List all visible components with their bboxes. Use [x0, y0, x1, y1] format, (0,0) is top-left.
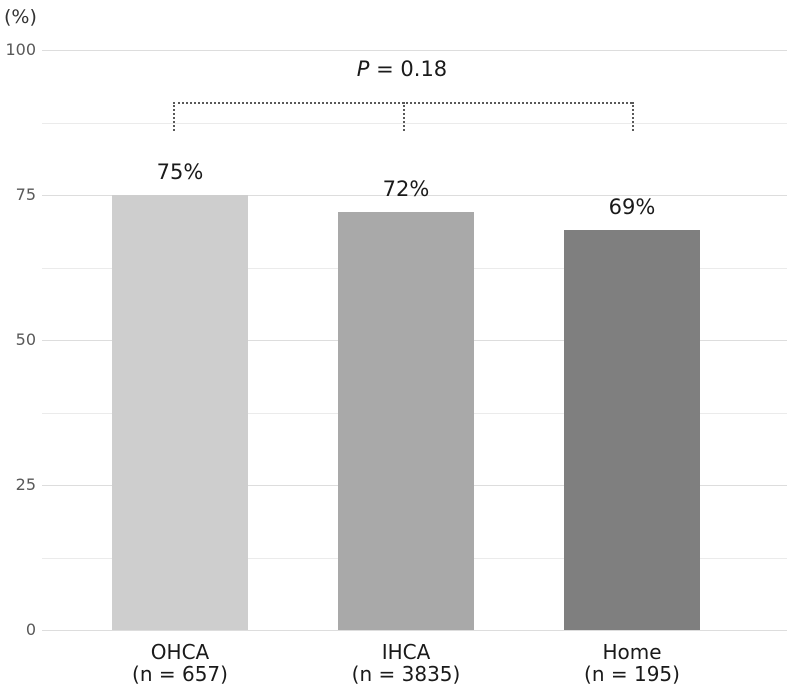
gridline-major — [42, 195, 787, 196]
bar-value-label: 72% — [382, 177, 430, 202]
p-symbol: P — [356, 57, 370, 81]
significance-bracket-tick — [173, 102, 175, 131]
y-axis-tick-label: 0 — [25, 620, 36, 639]
bar-ohca — [112, 195, 248, 630]
p-value-text: = 0.18 — [369, 57, 448, 81]
bar-value-label: 75% — [156, 160, 204, 184]
y-axis-tick-label: 50 — [15, 330, 36, 349]
y-axis-unit-label: (%) — [4, 6, 37, 28]
category-name: OHCA — [150, 640, 210, 664]
category-sample-size: (n = 195) — [584, 662, 680, 686]
category-sample-size: (n = 3835) — [351, 662, 461, 686]
gridline-major — [42, 50, 787, 51]
p-value-annotation: P = 0.18 — [302, 57, 502, 81]
y-axis-tick-label: 75 — [15, 185, 36, 204]
gridline-minor — [42, 122, 787, 124]
category-sample-size: (n = 657) — [132, 662, 228, 686]
category-name: Home — [602, 640, 662, 664]
category-name: IHCA — [381, 640, 431, 664]
bar-ihca — [338, 212, 474, 630]
y-axis-tick-label: 25 — [15, 475, 36, 494]
significance-bracket-tick — [402, 102, 405, 131]
bar-value-label: 69% — [608, 194, 656, 219]
bar-home — [564, 229, 700, 630]
x-axis-category-label: IHCA (n = 3835) — [306, 641, 506, 685]
significance-bracket-tick — [632, 102, 634, 131]
gridline-major — [42, 630, 787, 631]
y-axis-tick-label: 100 — [5, 40, 36, 59]
x-axis-category-label: Home (n = 195) — [532, 641, 732, 685]
x-axis-category-label: OHCA (n = 657) — [80, 641, 280, 685]
